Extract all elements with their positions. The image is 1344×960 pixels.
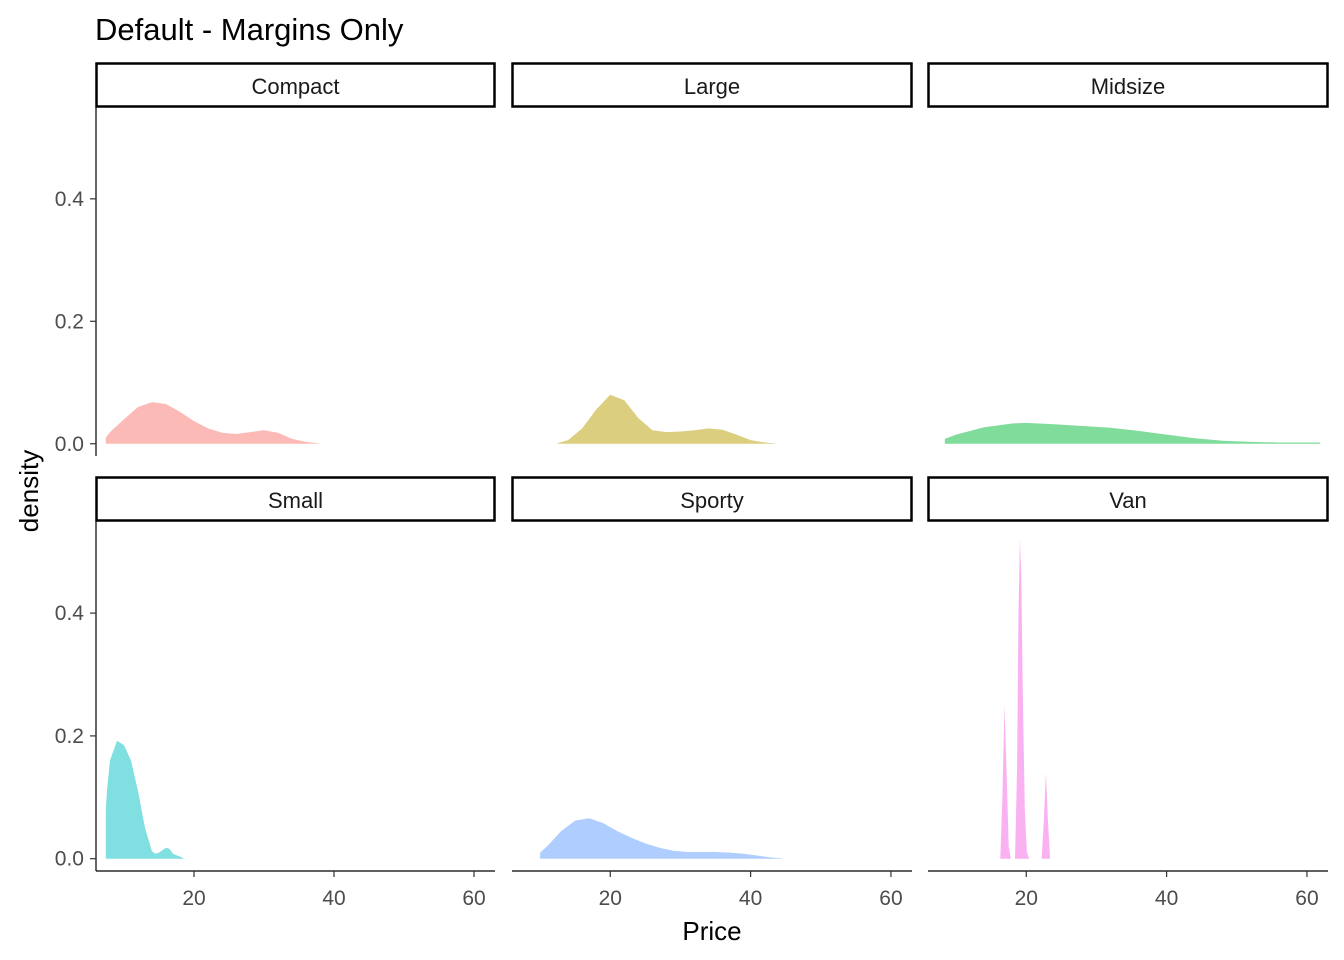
y-tick-label-compact-1: 0.2: [55, 310, 84, 333]
y-tick-label-small-1: 0.2: [55, 725, 84, 748]
facet-strip-small: [95, 476, 496, 522]
x-tick-label-sporty-1: 40: [739, 887, 762, 910]
density-area-midsize: [944, 422, 1321, 444]
facet-panel-large: Large: [511, 62, 913, 444]
density-area-compact: [105, 402, 320, 444]
facet-strip-van: [927, 476, 1329, 522]
x-tick-label-sporty-2: 60: [879, 887, 902, 910]
x-tick-label-small-1: 40: [322, 887, 345, 910]
density-area-small: [105, 740, 184, 859]
x-tick-label-sporty-0: 20: [599, 887, 622, 910]
facet-panels: Compact 0.0 0.2 0.4 Large Midsize Small 0.0 0.2 0…: [55, 62, 1329, 910]
facet-strip-compact: [95, 62, 496, 108]
facet-panel-compact: Compact 0.0 0.2 0.4: [55, 62, 496, 456]
y-tick-label-compact-0: 0.0: [55, 433, 84, 456]
y-axis-title: density: [14, 450, 44, 532]
facet-strip-sporty: [511, 476, 913, 522]
facet-panel-van: Van 20 40 60: [927, 476, 1329, 910]
x-tick-label-van-2: 60: [1295, 887, 1318, 910]
facet-strip-label-compact: Compact: [251, 74, 339, 99]
facet-strip-label-midsize: Midsize: [1091, 74, 1166, 99]
chart-title: Default - Margins Only: [95, 12, 404, 47]
x-axis-title: Price: [682, 916, 741, 946]
facet-strip-label-van: Van: [1109, 488, 1147, 513]
facet-strip-label-small: Small: [268, 488, 323, 513]
facet-panel-small: Small 0.0 0.2 0.4 20 40 60: [55, 476, 496, 910]
x-tick-label-van-1: 40: [1155, 887, 1178, 910]
x-tick-label-small-0: 20: [182, 887, 205, 910]
y-tick-label-small-0: 0.0: [55, 848, 84, 871]
density-area-van: [1000, 539, 1051, 859]
y-tick-label-small-2: 0.4: [55, 602, 85, 625]
x-tick-label-van-0: 20: [1015, 887, 1038, 910]
x-tick-label-small-2: 60: [462, 887, 485, 910]
facet-strip-midsize: [927, 62, 1329, 108]
facet-panel-sporty: Sporty 20 40 60: [511, 476, 913, 910]
density-area-large: [557, 394, 776, 444]
facet-panel-midsize: Midsize: [927, 62, 1329, 444]
y-tick-label-compact-2: 0.4: [55, 188, 85, 211]
facet-strip-large: [511, 62, 913, 108]
density-area-sporty: [540, 818, 783, 859]
facet-strip-label-sporty: Sporty: [680, 488, 744, 513]
facet-strip-label-large: Large: [684, 74, 740, 99]
